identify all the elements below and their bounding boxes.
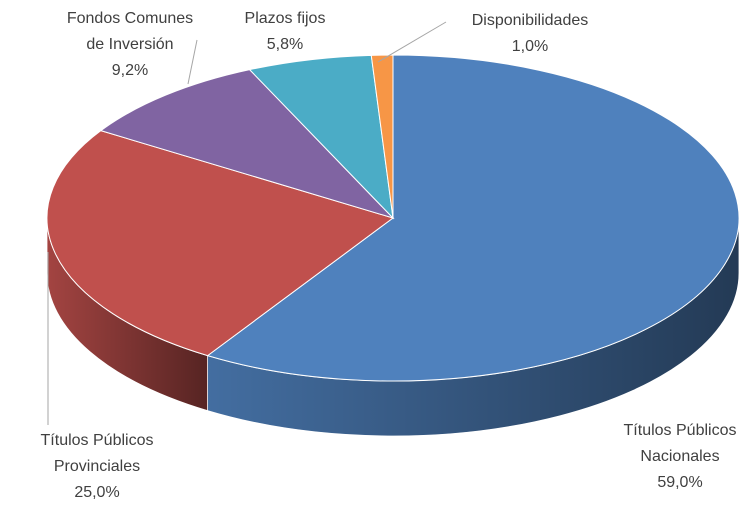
pie-slice xyxy=(99,69,395,220)
data-label: Fondos Comunes de Inversión 9,2% xyxy=(65,6,195,84)
data-label: Plazos fijos 5,8% xyxy=(230,6,340,58)
value-label: 1,0% xyxy=(511,38,549,55)
data-label: Títulos Públicos Provinciales 25,0% xyxy=(22,428,172,506)
value-label: 9,2% xyxy=(111,62,149,79)
value-label: 5,8% xyxy=(266,36,304,53)
data-label: Disponibilidades 1,0% xyxy=(455,8,605,60)
category-label: Fondos Comunes de Inversión xyxy=(66,10,194,53)
leader-line xyxy=(377,21,447,63)
category-label: Disponibilidades xyxy=(471,12,589,29)
value-label: 59,0% xyxy=(657,474,703,491)
category-label: Títulos Públicos Nacionales xyxy=(623,422,737,465)
pie-slice xyxy=(370,54,394,219)
leader-line xyxy=(187,39,198,85)
data-label: Títulos Públicos Nacionales 59,0% xyxy=(610,418,750,496)
pie-slice xyxy=(206,54,740,382)
value-label: 25,0% xyxy=(74,484,120,501)
pie-slice xyxy=(46,130,395,357)
category-label: Plazos fijos xyxy=(244,10,326,27)
category-label: Títulos Públicos Provinciales xyxy=(40,432,154,475)
pie-slice xyxy=(248,54,394,220)
